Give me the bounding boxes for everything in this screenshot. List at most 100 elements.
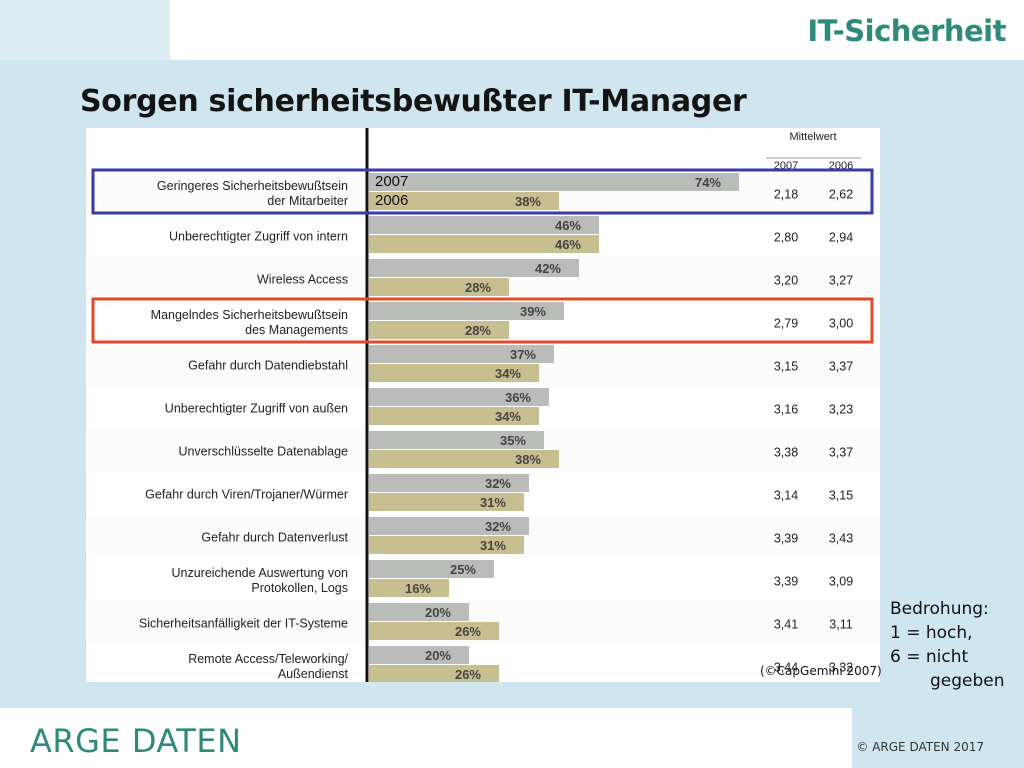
bar-2006 — [369, 622, 499, 640]
threat-scale-legend: Bedrohung: 1 = hoch, 6 = nicht gegeben — [890, 597, 1005, 693]
mean-value: 2,79 — [774, 317, 798, 331]
bar-value-label: 34% — [495, 366, 521, 381]
bar-value-label: 42% — [535, 261, 561, 276]
bar-value-label: 16% — [405, 581, 431, 596]
bar-value-label: 31% — [480, 538, 506, 553]
bar-value-label: 26% — [455, 667, 481, 682]
mean-value: 3,20 — [774, 274, 798, 288]
bar-2007 — [369, 216, 599, 234]
footer-band — [0, 708, 852, 768]
threat-scale-line2: 6 = nicht — [890, 647, 969, 667]
bar-value-label: 25% — [450, 562, 476, 577]
category-label: Gefahr durch Viren/Trojaner/Würmer — [145, 488, 348, 502]
bar-value-label: 74% — [695, 175, 721, 190]
page-title: Sorgen sicherheitsbewußter IT-Manager — [80, 84, 747, 119]
category-label: Geringeres Sicherheitsbewußtsein — [157, 179, 348, 193]
bar-chart: Mittelwert 2007 2006 Geringeres Sicherheits… — [86, 128, 880, 682]
mean-value: 3,14 — [774, 489, 798, 503]
bar-2007 — [369, 388, 549, 406]
bar-value-label: 32% — [485, 519, 511, 534]
bar-2007 — [369, 302, 564, 320]
bar-2007 — [369, 603, 469, 621]
threat-scale-title: Bedrohung: — [890, 599, 989, 619]
category-label: Protokollen, Logs — [251, 581, 348, 595]
mean-value: 3,39 — [774, 532, 798, 546]
category-label: Sicherheitsanfälligkeit der IT-Systeme — [139, 617, 348, 631]
mean-value: 3,38 — [774, 446, 798, 460]
bar-2007 — [369, 431, 544, 449]
mean-value: 3,37 — [829, 360, 853, 374]
bar-value-label: 31% — [480, 495, 506, 510]
bar-2007 — [369, 474, 529, 492]
bar-value-label: 20% — [425, 648, 451, 663]
mean-header: Mittelwert — [789, 131, 836, 143]
category-label: Mangelndes Sicherheitsbewußtsein — [151, 308, 348, 322]
mean-value: 2,18 — [774, 188, 798, 202]
mean-value: 3,16 — [774, 403, 798, 417]
category-label: Außendienst — [278, 667, 349, 681]
highlight-box — [91, 168, 874, 215]
category-label: des Managements — [245, 323, 348, 337]
bar-value-label: 35% — [500, 433, 526, 448]
bar-2006 — [369, 278, 509, 296]
mean-value: 3,23 — [829, 403, 853, 417]
mean-value: 3,32 — [829, 661, 853, 675]
bar-value-label: 32% — [485, 476, 511, 491]
series-legend-2006: 2006 — [375, 192, 408, 209]
bar-value-label: 20% — [425, 605, 451, 620]
bar-2006 — [369, 536, 524, 554]
mean-value: 3,41 — [774, 618, 798, 632]
header-band — [170, 0, 1024, 60]
bar-value-label: 37% — [510, 347, 536, 362]
bar-value-label: 26% — [455, 624, 481, 639]
bar-2007 — [369, 345, 554, 363]
bar-value-label: 34% — [495, 409, 521, 424]
bar-value-label: 36% — [505, 390, 531, 405]
category-label: Unberechtigter Zugriff von außen — [165, 402, 348, 416]
bar-2006 — [369, 407, 539, 425]
bar-2007 — [369, 646, 469, 664]
bar-2007 — [369, 517, 529, 535]
bar-2007 — [369, 173, 739, 191]
bar-value-label: 46% — [555, 237, 581, 252]
series-legend-2007: 2007 — [375, 173, 408, 190]
mean-value: 3,09 — [829, 575, 853, 589]
category-label: der Mitarbeiter — [267, 194, 348, 208]
bar-2006 — [369, 665, 499, 682]
bar-2007 — [369, 560, 494, 578]
bar-value-label: 39% — [520, 304, 546, 319]
source-note: (©CapGemini 2007) — [760, 664, 882, 678]
header-left-band — [0, 0, 170, 60]
threat-scale-line3: gegeben — [930, 671, 1005, 691]
copyright: © ARGE DATEN 2017 — [856, 740, 984, 754]
mean-value: 3,27 — [829, 274, 853, 288]
bar-2006 — [369, 579, 449, 597]
highlight-box — [91, 297, 874, 344]
bar-value-label: 28% — [465, 323, 491, 338]
bar-value-label: 46% — [555, 218, 581, 233]
bar-2007 — [369, 259, 579, 277]
category-label: Wireless Access — [257, 273, 348, 287]
mean-value: 3,44 — [774, 661, 798, 675]
mean-value: 3,43 — [829, 532, 853, 546]
bar-2006 — [369, 192, 559, 210]
category-label: Remote Access/Teleworking/ — [188, 652, 348, 666]
mean-value: 3,37 — [829, 446, 853, 460]
mean-value: 2,62 — [829, 188, 853, 202]
bar-2006 — [369, 450, 559, 468]
chart-panel: Mittelwert 2007 2006 Geringeres Sicherheits… — [86, 128, 880, 682]
mean-value: 2,94 — [829, 231, 853, 245]
brand-logo-text: ARGE DATEN — [30, 722, 242, 760]
bar-2006 — [369, 364, 539, 382]
mean-value: 2,80 — [774, 231, 798, 245]
section-title: IT-Sicherheit — [807, 14, 1006, 48]
category-label: Gefahr durch Datenverlust — [201, 531, 348, 545]
category-label: Gefahr durch Datendiebstahl — [188, 359, 348, 373]
bar-2006 — [369, 321, 509, 339]
mean-value: 3,39 — [774, 575, 798, 589]
category-label: Unberechtigter Zugriff von intern — [169, 230, 348, 244]
category-label: Unverschlüsselte Datenablage — [178, 445, 348, 459]
mean-value: 3,15 — [829, 489, 853, 503]
bar-value-label: 28% — [465, 280, 491, 295]
bar-value-label: 38% — [515, 194, 541, 209]
